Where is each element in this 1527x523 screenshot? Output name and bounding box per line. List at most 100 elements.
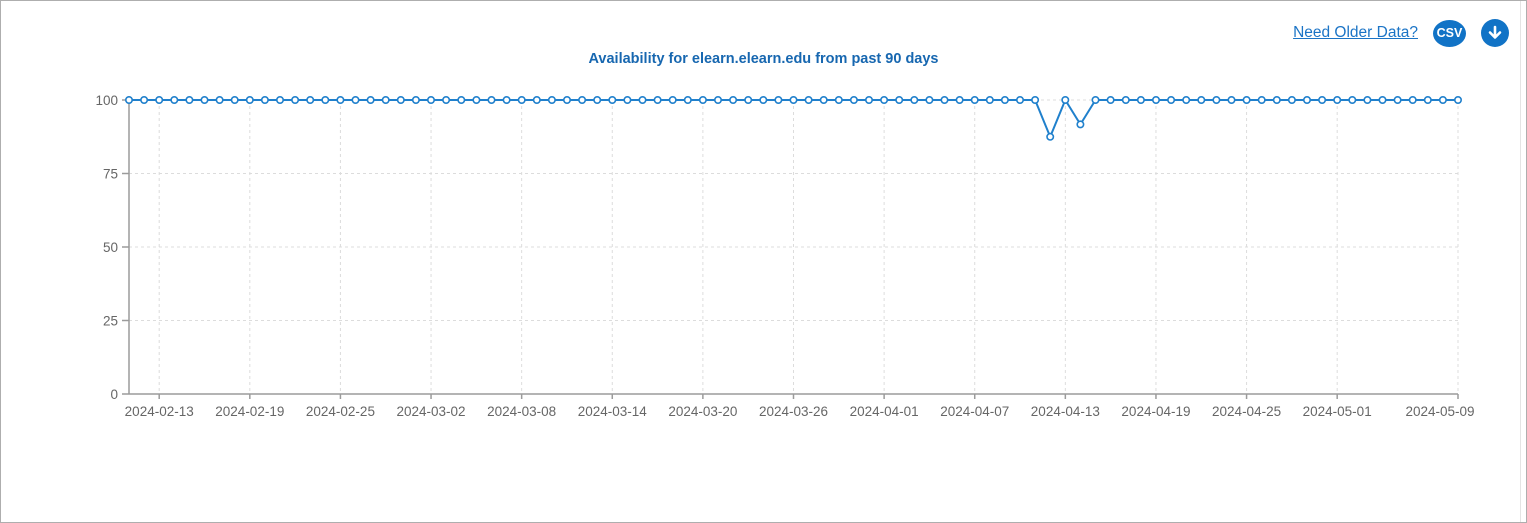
data-point-marker[interactable] <box>1000 96 1009 105</box>
csv-button-label: CSV <box>1436 26 1463 40</box>
data-point-marker[interactable] <box>774 96 783 105</box>
data-point-marker[interactable] <box>864 96 873 105</box>
data-point-marker[interactable] <box>230 96 239 105</box>
download-button[interactable] <box>1481 19 1509 47</box>
data-point-marker[interactable] <box>381 96 390 105</box>
data-point-marker[interactable] <box>547 96 556 105</box>
data-point-marker[interactable] <box>457 96 466 105</box>
data-point-marker[interactable] <box>562 96 571 105</box>
data-point-marker[interactable] <box>1015 96 1024 105</box>
data-point-marker[interactable] <box>502 96 511 105</box>
data-point-marker[interactable] <box>215 96 224 105</box>
data-point-marker[interactable] <box>608 96 617 105</box>
data-point-marker[interactable] <box>1212 96 1221 105</box>
data-point-marker[interactable] <box>698 96 707 105</box>
data-point-marker[interactable] <box>1136 96 1145 105</box>
data-point-marker[interactable] <box>713 96 722 105</box>
data-point-marker[interactable] <box>1227 96 1236 105</box>
data-point-marker[interactable] <box>396 96 405 105</box>
x-tick-label: 2024-03-02 <box>397 404 466 419</box>
data-point-marker[interactable] <box>1106 96 1115 105</box>
data-point-marker[interactable] <box>1333 96 1342 105</box>
data-point-marker[interactable] <box>940 96 949 105</box>
data-point-marker[interactable] <box>668 96 677 105</box>
data-point-marker[interactable] <box>487 96 496 105</box>
data-point-marker[interactable] <box>200 96 209 105</box>
data-point-marker[interactable] <box>895 96 904 105</box>
y-tick-label: 0 <box>110 387 118 402</box>
x-tick-label: 2024-03-26 <box>759 404 828 419</box>
data-point-marker[interactable] <box>351 96 360 105</box>
data-point-marker[interactable] <box>925 96 934 105</box>
data-point-marker[interactable] <box>1348 96 1357 105</box>
data-point-marker[interactable] <box>366 96 375 105</box>
data-point-marker[interactable] <box>1287 96 1296 105</box>
data-point-marker[interactable] <box>638 96 647 105</box>
data-point-marker[interactable] <box>1272 96 1281 105</box>
data-point-marker[interactable] <box>125 96 134 105</box>
data-point-marker[interactable] <box>1076 120 1085 129</box>
data-point-marker[interactable] <box>683 96 692 105</box>
data-point-marker[interactable] <box>411 96 420 105</box>
data-point-marker[interactable] <box>1197 96 1206 105</box>
data-point-marker[interactable] <box>1318 96 1327 105</box>
data-point-marker[interactable] <box>1438 96 1447 105</box>
data-point-marker[interactable] <box>804 96 813 105</box>
data-point-marker[interactable] <box>472 96 481 105</box>
data-point-marker[interactable] <box>1378 96 1387 105</box>
data-point-marker[interactable] <box>1363 96 1372 105</box>
data-point-marker[interactable] <box>321 96 330 105</box>
data-point-marker[interactable] <box>1408 96 1417 105</box>
data-point-marker[interactable] <box>245 96 254 105</box>
data-point-marker[interactable] <box>744 96 753 105</box>
data-point-marker[interactable] <box>1393 96 1402 105</box>
data-point-marker[interactable] <box>306 96 315 105</box>
data-point-marker[interactable] <box>1454 96 1463 105</box>
y-tick-label: 100 <box>95 93 118 108</box>
data-point-marker[interactable] <box>759 96 768 105</box>
data-point-marker[interactable] <box>517 96 526 105</box>
data-point-marker[interactable] <box>880 96 889 105</box>
data-point-marker[interactable] <box>291 96 300 105</box>
data-point-marker[interactable] <box>140 96 149 105</box>
data-point-marker[interactable] <box>985 96 994 105</box>
csv-export-button[interactable]: CSV <box>1433 19 1466 47</box>
data-point-marker[interactable] <box>593 96 602 105</box>
data-point-marker[interactable] <box>1303 96 1312 105</box>
data-point-marker[interactable] <box>155 96 164 105</box>
data-point-marker[interactable] <box>1257 96 1266 105</box>
data-point-marker[interactable] <box>1046 132 1055 141</box>
data-point-marker[interactable] <box>1152 96 1161 105</box>
need-older-data-link[interactable]: Need Older Data? <box>1293 24 1418 41</box>
data-point-marker[interactable] <box>336 96 345 105</box>
data-point-marker[interactable] <box>623 96 632 105</box>
data-point-marker[interactable] <box>532 96 541 105</box>
data-point-marker[interactable] <box>185 96 194 105</box>
data-point-marker[interactable] <box>170 96 179 105</box>
data-point-marker[interactable] <box>1167 96 1176 105</box>
data-point-marker[interactable] <box>1091 96 1100 105</box>
chart-title: Availability for elearn.elearn.edu from … <box>588 51 939 67</box>
data-point-marker[interactable] <box>653 96 662 105</box>
data-point-marker[interactable] <box>834 96 843 105</box>
data-point-marker[interactable] <box>789 96 798 105</box>
data-point-marker[interactable] <box>849 96 858 105</box>
data-point-marker[interactable] <box>1182 96 1191 105</box>
data-point-marker[interactable] <box>442 96 451 105</box>
x-tick-label: 2024-04-13 <box>1031 404 1100 419</box>
y-tick-label: 75 <box>103 167 118 182</box>
data-point-marker[interactable] <box>426 96 435 105</box>
data-point-marker[interactable] <box>910 96 919 105</box>
data-point-marker[interactable] <box>970 96 979 105</box>
data-point-marker[interactable] <box>578 96 587 105</box>
data-point-marker[interactable] <box>729 96 738 105</box>
data-point-marker[interactable] <box>1121 96 1130 105</box>
data-point-marker[interactable] <box>1061 96 1070 105</box>
data-point-marker[interactable] <box>1031 96 1040 105</box>
data-point-marker[interactable] <box>275 96 284 105</box>
data-point-marker[interactable] <box>1423 96 1432 105</box>
data-point-marker[interactable] <box>1242 96 1251 105</box>
data-point-marker[interactable] <box>819 96 828 105</box>
data-point-marker[interactable] <box>260 96 269 105</box>
data-point-marker[interactable] <box>955 96 964 105</box>
